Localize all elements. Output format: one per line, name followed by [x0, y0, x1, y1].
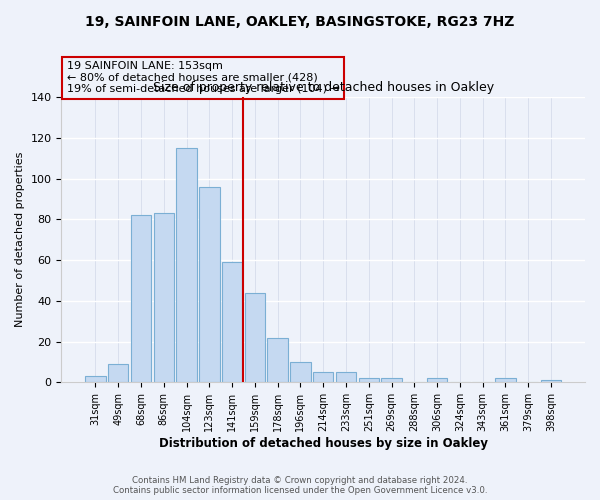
- Bar: [199, 186, 220, 382]
- Bar: [290, 362, 311, 382]
- Bar: [222, 262, 242, 382]
- Text: 19 SAINFOIN LANE: 153sqm
← 80% of detached houses are smaller (428)
19% of semi-: 19 SAINFOIN LANE: 153sqm ← 80% of detach…: [67, 61, 340, 94]
- Bar: [541, 380, 561, 382]
- Bar: [108, 364, 128, 382]
- Title: Size of property relative to detached houses in Oakley: Size of property relative to detached ho…: [152, 82, 494, 94]
- Text: Contains HM Land Registry data © Crown copyright and database right 2024.
Contai: Contains HM Land Registry data © Crown c…: [113, 476, 487, 495]
- Bar: [336, 372, 356, 382]
- Y-axis label: Number of detached properties: Number of detached properties: [15, 152, 25, 328]
- Text: 19, SAINFOIN LANE, OAKLEY, BASINGSTOKE, RG23 7HZ: 19, SAINFOIN LANE, OAKLEY, BASINGSTOKE, …: [85, 15, 515, 29]
- Bar: [268, 338, 288, 382]
- Bar: [381, 378, 402, 382]
- Bar: [154, 213, 174, 382]
- Bar: [131, 215, 151, 382]
- Bar: [427, 378, 448, 382]
- X-axis label: Distribution of detached houses by size in Oakley: Distribution of detached houses by size …: [159, 437, 488, 450]
- Bar: [495, 378, 515, 382]
- Bar: [176, 148, 197, 382]
- Bar: [245, 292, 265, 382]
- Bar: [313, 372, 334, 382]
- Bar: [85, 376, 106, 382]
- Bar: [359, 378, 379, 382]
